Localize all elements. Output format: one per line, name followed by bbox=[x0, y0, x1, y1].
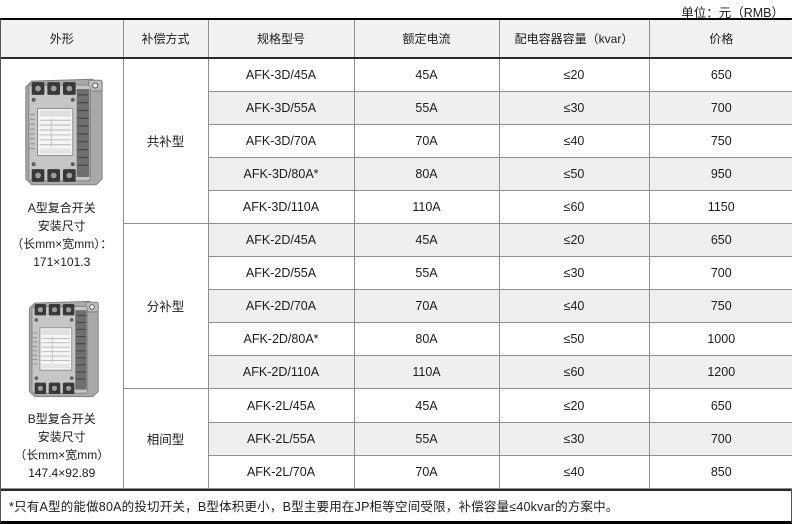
capacity-cell: ≤30 bbox=[498, 90, 650, 125]
price-cell: 650 bbox=[648, 222, 792, 258]
price-cell: 1150 bbox=[648, 189, 792, 224]
model-cell: AFK-2L/70A bbox=[208, 455, 355, 489]
table-row: AFK-2D/110A 110A ≤60 1200 bbox=[1, 355, 792, 390]
current-cell: 55A bbox=[353, 256, 500, 291]
method-cell-common: 共补型 bbox=[122, 57, 209, 224]
current-cell: 55A bbox=[353, 90, 500, 125]
capacity-cell: ≤30 bbox=[498, 422, 650, 456]
price-cell: 700 bbox=[648, 90, 792, 125]
current-cell: 80A bbox=[353, 156, 500, 191]
table-row: AFK-2D/80A* 80A ≤50 1000 bbox=[1, 322, 792, 357]
model-cell: AFK-3D/110A bbox=[208, 189, 355, 224]
device-b-caption-line2: 安装尺寸 bbox=[37, 430, 86, 444]
table-row: AFK-2L/70A 70A ≤40 850 bbox=[1, 455, 792, 489]
price-table-container: 外形 补偿方式 规格型号 额定电流 配电容器容量（kvar） 价格 A型复合开关 bbox=[0, 18, 792, 524]
capacity-cell: ≤40 bbox=[498, 289, 650, 324]
device-a-caption-line1: A型复合开关 bbox=[27, 201, 96, 215]
capacity-cell: ≤50 bbox=[498, 322, 650, 357]
price-cell: 1000 bbox=[648, 322, 792, 357]
switch-device-a-image bbox=[18, 73, 106, 191]
price-cell: 750 bbox=[648, 123, 792, 158]
price-cell: 700 bbox=[648, 422, 792, 456]
device-b-caption-line3: （长mm×宽mm） bbox=[14, 448, 110, 462]
current-cell: 55A bbox=[353, 422, 500, 456]
current-cell: 110A bbox=[353, 355, 500, 390]
model-cell: AFK-3D/70A bbox=[208, 123, 355, 158]
device-b-caption-line1: B型复合开关 bbox=[27, 412, 96, 426]
device-a-figure: A型复合开关 安装尺寸 （长mm×宽mm）： 171×101.3 bbox=[11, 73, 112, 271]
table-row: AFK-2L/55A 55A ≤30 700 bbox=[1, 422, 792, 456]
capacity-cell: ≤20 bbox=[498, 222, 650, 258]
current-cell: 45A bbox=[353, 388, 500, 423]
price-cell: 850 bbox=[648, 455, 792, 489]
table-row: AFK-3D/70A 70A ≤40 750 bbox=[1, 123, 792, 158]
current-cell: 45A bbox=[353, 57, 500, 92]
current-cell: 70A bbox=[353, 289, 500, 324]
current-cell: 70A bbox=[353, 123, 500, 158]
model-cell: AFK-3D/80A* bbox=[208, 156, 355, 191]
capacity-cell: ≤60 bbox=[498, 355, 650, 390]
capacity-cell: ≤40 bbox=[498, 123, 650, 158]
price-cell: 650 bbox=[648, 57, 792, 92]
col-header-price: 价格 bbox=[648, 20, 792, 59]
current-cell: 80A bbox=[353, 322, 500, 357]
model-cell: AFK-2L/45A bbox=[207, 388, 355, 423]
device-a-caption-line4: 171×101.3 bbox=[33, 255, 91, 269]
price-table: 外形 补偿方式 规格型号 额定电流 配电容器容量（kvar） 价格 A型复合开关 bbox=[1, 20, 792, 489]
current-cell: 45A bbox=[353, 222, 500, 258]
device-a-caption-line3: （长mm×宽mm）： bbox=[11, 237, 113, 251]
table-row: 相间型 AFK-2L/45A 45A ≤20 650 bbox=[1, 388, 792, 489]
price-cell: 700 bbox=[648, 256, 792, 291]
model-cell: AFK-3D/55A bbox=[208, 90, 355, 125]
device-b-caption-line4: 147.4×92.89 bbox=[28, 466, 96, 480]
current-cell: 70A bbox=[353, 455, 500, 489]
price-cell: 950 bbox=[648, 156, 792, 191]
current-cell: 110A bbox=[353, 189, 500, 224]
model-cell: AFK-2D/110A bbox=[208, 355, 355, 390]
header-row: 外形 补偿方式 规格型号 额定电流 配电容器容量（kvar） 价格 bbox=[1, 20, 792, 59]
model-cell: AFK-2D/45A bbox=[207, 222, 355, 258]
price-cell: 650 bbox=[648, 388, 792, 423]
model-cell: AFK-2D/55A bbox=[208, 256, 355, 291]
table-row: 分补型 AFK-2D/45A 45A ≤20 650 bbox=[1, 222, 792, 390]
col-header-method: 补偿方式 bbox=[122, 20, 209, 59]
device-b-figure: B型复合开关 安装尺寸 （长mm×宽mm） 147.4×92.89 bbox=[14, 296, 109, 482]
model-cell: AFK-2D/80A* bbox=[208, 322, 355, 357]
method-cell-split: 分补型 bbox=[123, 222, 209, 390]
capacity-cell: ≤50 bbox=[498, 156, 650, 191]
method-cell-phase: 相间型 bbox=[123, 388, 209, 489]
appearance-cell: A型复合开关 安装尺寸 （长mm×宽mm）： 171×101.3 B型复合开关 … bbox=[1, 57, 124, 489]
capacity-cell: ≤40 bbox=[498, 455, 650, 489]
table-row: A型复合开关 安装尺寸 （长mm×宽mm）： 171×101.3 B型复合开关 … bbox=[1, 57, 792, 489]
col-header-appearance: 外形 bbox=[1, 20, 124, 59]
capacity-cell: ≤20 bbox=[498, 388, 650, 423]
appearance-content: A型复合开关 安装尺寸 （长mm×宽mm）： 171×101.3 B型复合开关 … bbox=[3, 63, 121, 484]
device-a-caption-line2: 安装尺寸 bbox=[37, 219, 86, 233]
model-cell: AFK-2L/55A bbox=[208, 422, 355, 456]
capacity-cell: ≤30 bbox=[498, 256, 650, 291]
switch-device-b-image bbox=[19, 296, 105, 402]
unit-label: 单位：元（RMB） bbox=[681, 6, 784, 20]
model-cell: AFK-2D/70A bbox=[208, 289, 355, 324]
price-cell: 1200 bbox=[648, 355, 792, 390]
price-cell: 750 bbox=[648, 289, 792, 324]
col-header-current: 额定电流 bbox=[353, 20, 500, 59]
footnote: *只有A型的能做80A的投切开关，B型体积更小，B型主要用在JP柜等空间受限，补… bbox=[1, 489, 791, 521]
col-header-model: 规格型号 bbox=[207, 20, 355, 59]
table-row: AFK-2D/55A 55A ≤30 700 bbox=[1, 256, 792, 291]
capacity-cell: ≤20 bbox=[498, 57, 650, 92]
model-cell: AFK-3D/45A bbox=[207, 57, 355, 92]
capacity-cell: ≤60 bbox=[498, 189, 650, 224]
col-header-capacity: 配电容器容量（kvar） bbox=[498, 20, 650, 59]
device-b-caption: B型复合开关 安装尺寸 （长mm×宽mm） 147.4×92.89 bbox=[14, 410, 109, 482]
device-a-caption: A型复合开关 安装尺寸 （长mm×宽mm）： 171×101.3 bbox=[11, 199, 112, 271]
table-row: AFK-3D/110A 110A ≤60 1150 bbox=[1, 189, 792, 224]
